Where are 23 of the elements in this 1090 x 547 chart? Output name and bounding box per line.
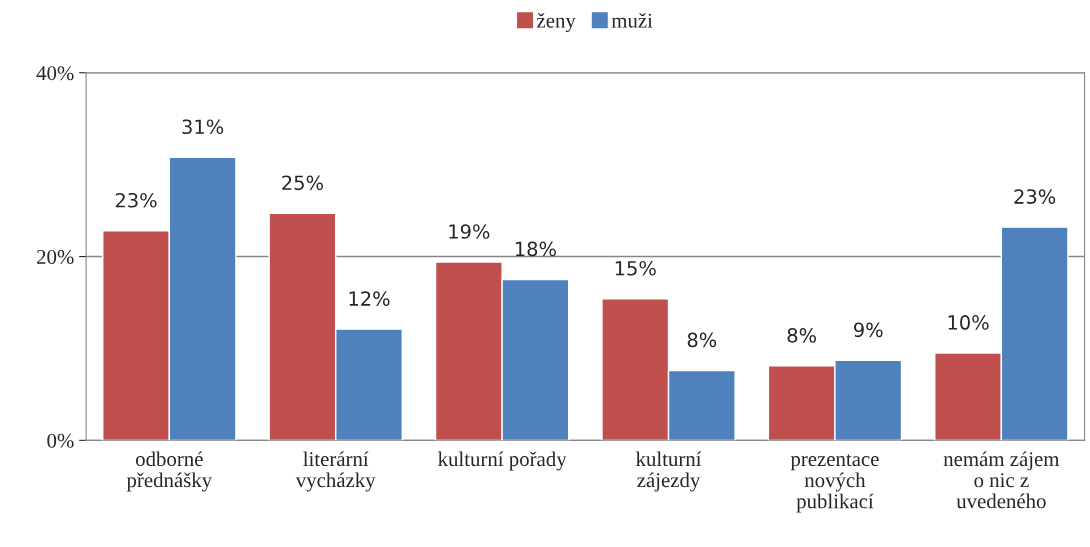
data-label: 8% (687, 332, 717, 348)
data-label: 9% (854, 322, 883, 338)
data-label: 31% (182, 119, 224, 135)
data-label: 23% (115, 192, 157, 208)
y-tick-label: 20% (37, 249, 74, 265)
data-label: 12% (349, 291, 390, 306)
data-label: 18% (515, 241, 556, 257)
x-tick-label: nemám zájem o nic z uvedeného (943, 451, 1060, 509)
legend-label: ženy (537, 12, 576, 32)
data-label: 25% (282, 175, 323, 191)
x-tick-label: prezentace nových publikací (790, 454, 879, 513)
data-label: 10% (948, 315, 989, 330)
x-tick-label: kulturní pořady (438, 451, 567, 471)
data-label: 15% (615, 260, 656, 276)
x-tick-label: kulturní zájezdy (635, 451, 702, 492)
data-label: 8% (787, 327, 817, 343)
x-tick-label: odborné přednášky (126, 451, 213, 492)
x-tick-label: literární vycházky (295, 451, 376, 492)
y-tick-label: 0% (47, 433, 74, 448)
y-tick-label: 40% (36, 66, 74, 81)
legend-label: muži (611, 12, 653, 28)
data-label: 19% (449, 224, 490, 239)
data-label: 23% (1014, 189, 1056, 204)
